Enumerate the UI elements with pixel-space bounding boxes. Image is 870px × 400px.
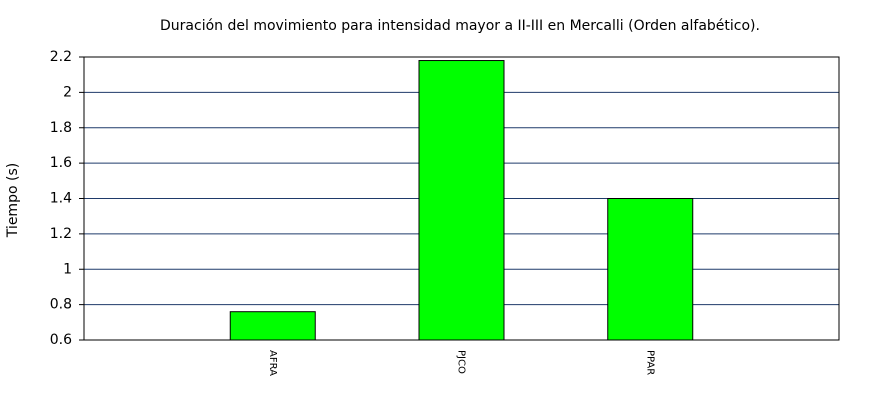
plot-frame [83,56,840,341]
y-tick-label: 2.2 [50,49,72,65]
x-tick-label: AFRA [267,350,278,376]
y-tick-label: 1.2 [50,226,72,242]
chart-title: Duración del movimiento para intensidad … [160,18,760,34]
bar [229,311,316,341]
y-tick-label: 1.4 [50,191,72,207]
y-tick-label: 2 [63,84,72,100]
y-tick-label: 1.8 [50,120,72,136]
y-tick-label: 1 [63,261,72,277]
bar [607,198,694,341]
y-tick-label: 0.6 [50,332,72,348]
y-tick-label: 1.6 [50,155,72,171]
y-axis-label: Tiempo (s) [5,163,21,238]
x-tick-label: PJCO [456,350,467,374]
y-tick-label: 0.8 [50,297,72,313]
bar [418,60,505,341]
x-tick-label: PPAR [644,350,655,375]
